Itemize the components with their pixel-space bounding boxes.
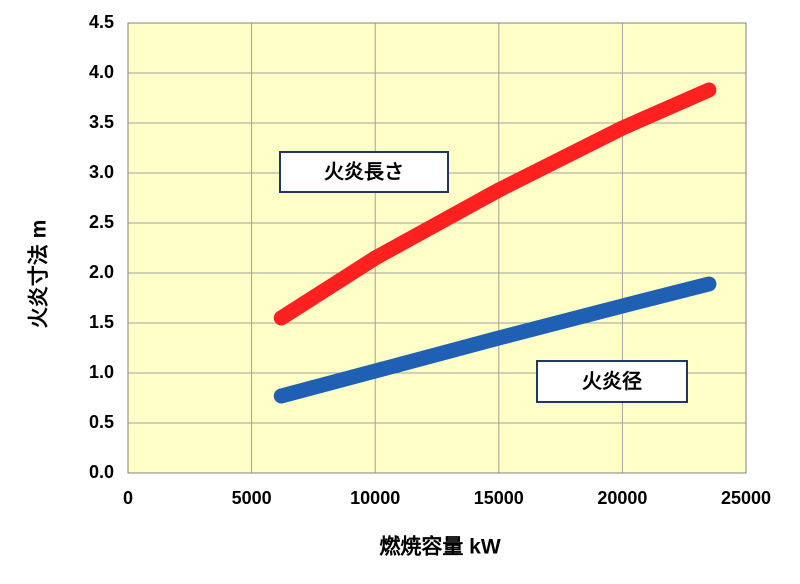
y-tick-label: 2.0: [89, 262, 114, 282]
series-line: [273, 82, 717, 326]
y-tick-label: 0.0: [89, 462, 114, 482]
y-axis-title: 火炎寸法 m: [27, 220, 51, 329]
x-tick-label: 0: [123, 488, 133, 508]
x-tick-label: 10000: [350, 488, 400, 508]
y-tick-label: 3.5: [89, 112, 114, 132]
x-tick-label: 25000: [721, 488, 771, 508]
y-tick-label: 3.0: [89, 162, 114, 182]
series-label-box: [279, 151, 449, 193]
series-label-box: [536, 360, 688, 403]
series-label: 火炎長さ: [324, 160, 404, 183]
x-axis-title: 燃焼容量 kW: [379, 535, 501, 559]
y-tick-label: 4.0: [89, 62, 114, 82]
plot-border: [127, 22, 747, 474]
y-tick-label: 1.0: [89, 362, 114, 382]
x-tick-label: 20000: [597, 488, 647, 508]
y-tick-label: 2.5: [89, 212, 114, 232]
y-tick-label: 0.5: [89, 412, 114, 432]
plot-area: [128, 23, 746, 473]
y-tick-label: 4.5: [89, 12, 114, 32]
x-tick-label: 5000: [232, 488, 272, 508]
x-tick-label: 15000: [474, 488, 524, 508]
series-line: [273, 276, 717, 404]
series-label: 火炎径: [582, 369, 642, 393]
y-tick-label: 1.5: [89, 312, 114, 332]
